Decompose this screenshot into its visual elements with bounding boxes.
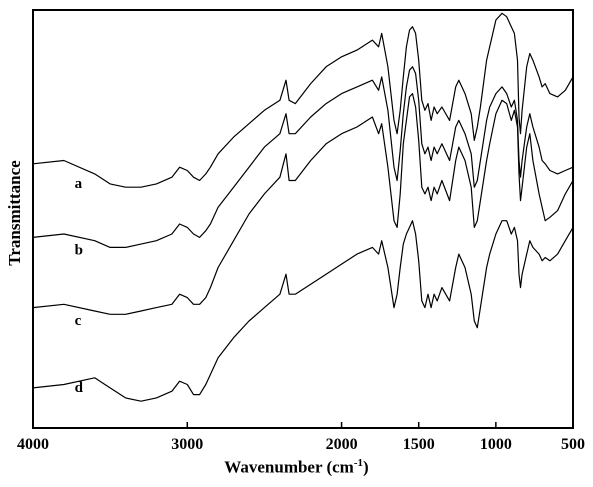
plot-frame [32,9,574,429]
series-label-d: d [75,380,84,396]
x-axis-title-text: Wavenumber (cm [224,457,354,477]
x-tick-label: 1500 [403,436,435,453]
x-tick-label: 1000 [480,436,512,453]
x-tick-label: 2000 [326,436,358,453]
series-label-b: b [75,243,83,259]
y-axis-title-wrap: Transmittance [0,0,30,487]
x-axis-title-sup: -1 [353,457,364,469]
series-label-a: a [75,176,83,192]
series-label-c: c [75,313,82,329]
x-axis-title: Wavenumber (cm-1) [0,457,593,478]
series-labels: a b c d [75,176,84,396]
series-lines [32,12,574,402]
series-line-a [32,12,574,188]
series-line-c [32,93,574,315]
x-axis-ticks: 4000 3000 2000 1500 1000 500 [17,422,585,453]
x-tick-label: 4000 [17,436,49,453]
series-line-d [32,220,574,402]
x-tick-label: 3000 [171,436,203,453]
x-tick-label: 500 [561,436,585,453]
x-axis-title-close: ) [363,457,369,477]
y-axis-title: Transmittance [5,160,24,266]
